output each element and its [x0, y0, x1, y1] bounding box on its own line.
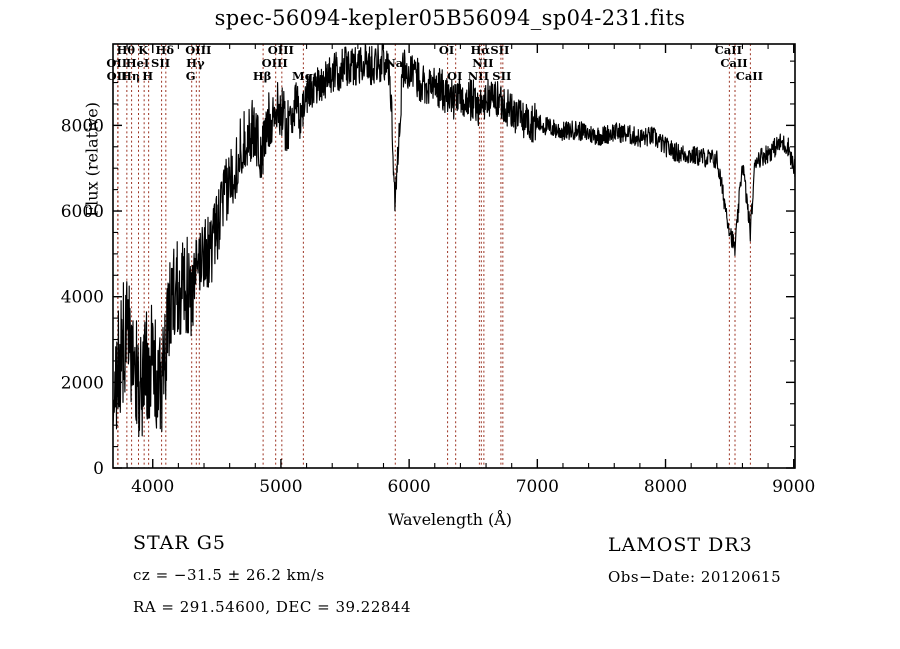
line-marker-label: NII [472, 56, 493, 70]
y-axis-label: Flux (relative) [82, 102, 102, 217]
y-tick-label: 4000 [61, 288, 104, 308]
coordinates: RA = 291.54600, DEC = 39.22844 [133, 598, 412, 616]
line-marker-label: SII [492, 69, 511, 83]
line-marker-label: HeI [126, 56, 150, 70]
line-marker-label: Hδ [156, 43, 175, 57]
line-marker-label: Hη [121, 69, 140, 83]
redshift-velocity: cz = −31.5 ± 26.2 km/s [133, 566, 325, 584]
x-tick-label: 7000 [516, 477, 559, 497]
y-tick-label: 0 [93, 459, 104, 479]
y-tick-label: 6000 [61, 202, 104, 222]
x-tick-label: 8000 [644, 477, 687, 497]
line-marker-label: Hα [470, 43, 490, 57]
line-marker-label: OII [107, 69, 128, 83]
spectrum-svg: OIIOIIHθHηHeIKHSIIHδHγGOIIIHβOIIIOIIIMgN… [61, 43, 816, 497]
x-tick-label: 9000 [772, 477, 815, 497]
x-tick-label: 6000 [387, 477, 430, 497]
line-marker-label: CaII [720, 56, 747, 70]
line-marker-label: OII [106, 56, 127, 70]
x-tick-label: 5000 [259, 477, 302, 497]
line-marker-label: Hβ [253, 69, 272, 83]
line-marker-label: K [138, 43, 149, 57]
line-marker-label: H [142, 69, 153, 83]
x-axis-label-wrap: Wavelength (Å) [0, 510, 900, 529]
line-marker-label: CaII [736, 69, 763, 83]
line-marker-label: SII [151, 56, 170, 70]
survey-name: LAMOST DR3 [608, 534, 753, 556]
line-marker-label: SII [490, 43, 509, 57]
x-tick-label: 4000 [131, 477, 174, 497]
object-class: STAR G5 [133, 532, 226, 554]
y-tick-label: 2000 [61, 373, 104, 393]
line-marker-label: Hθ [117, 43, 136, 57]
line-marker-label: Na [385, 56, 404, 70]
spectrum-chart: OII OII Hθ Hη HeI K H SII Hδ Hγ G OIII Hβ OIII OIII Mg N… [0, 36, 900, 506]
observation-date: Obs−Date: 20120615 [608, 568, 782, 586]
line-marker-label: OI [447, 69, 462, 83]
line-marker-label: OIII [185, 43, 211, 57]
line-marker-label: CaII [715, 43, 742, 57]
y-tick-label: 8000 [61, 116, 104, 136]
page-title: spec-56094-kepler05B56094_sp04-231.fits [214, 6, 686, 30]
line-marker-label: OI [439, 43, 454, 57]
y-axis-label-wrap: Flux (relative) [83, 60, 102, 260]
footer-info: STAR G5 cz = −31.5 ± 26.2 km/s RA = 291.… [0, 528, 900, 648]
x-axis-label: Wavelength (Å) [387, 510, 513, 529]
line-marker-label: G [186, 69, 196, 83]
line-marker-label: Hγ [186, 56, 205, 70]
line-marker-label: OIII [262, 56, 288, 70]
